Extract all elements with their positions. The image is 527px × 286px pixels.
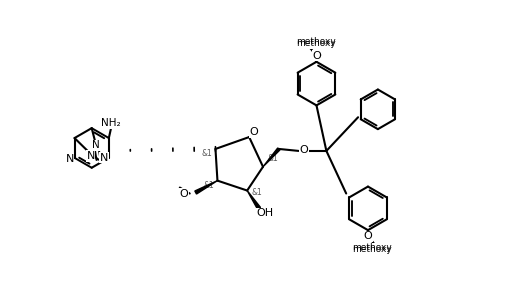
Text: &1: &1 — [268, 154, 278, 163]
Text: methoxy: methoxy — [297, 37, 336, 47]
Text: N: N — [92, 140, 100, 150]
Text: &1: &1 — [203, 181, 214, 190]
Text: N: N — [86, 151, 95, 161]
Text: NH₂: NH₂ — [101, 118, 121, 128]
Text: O: O — [179, 188, 188, 198]
Text: O: O — [179, 188, 188, 198]
Text: O: O — [364, 231, 373, 241]
Polygon shape — [263, 148, 280, 167]
Text: N: N — [65, 154, 74, 164]
Text: methoxy: methoxy — [352, 245, 392, 255]
Text: N: N — [92, 140, 100, 150]
Text: methoxy: methoxy — [352, 243, 392, 253]
Text: O: O — [299, 145, 308, 155]
Text: &1: &1 — [201, 149, 212, 158]
Text: O: O — [299, 145, 308, 155]
Polygon shape — [247, 190, 260, 209]
Text: N: N — [86, 151, 95, 161]
Text: O: O — [312, 51, 321, 61]
Text: O: O — [250, 127, 258, 137]
Text: OH: OH — [257, 208, 274, 218]
Polygon shape — [195, 181, 218, 194]
Text: O: O — [312, 51, 321, 61]
Text: N: N — [100, 153, 108, 163]
Text: NH₂: NH₂ — [101, 118, 121, 128]
Text: OH: OH — [257, 208, 274, 218]
Text: N: N — [100, 153, 108, 163]
Text: O: O — [250, 127, 258, 137]
Text: methoxy: methoxy — [297, 39, 336, 48]
Text: N: N — [65, 154, 74, 164]
Text: &1: &1 — [252, 188, 262, 197]
Text: O: O — [364, 231, 373, 241]
